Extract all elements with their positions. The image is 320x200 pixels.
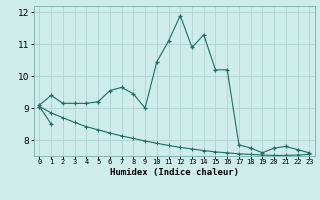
X-axis label: Humidex (Indice chaleur): Humidex (Indice chaleur) bbox=[110, 168, 239, 177]
